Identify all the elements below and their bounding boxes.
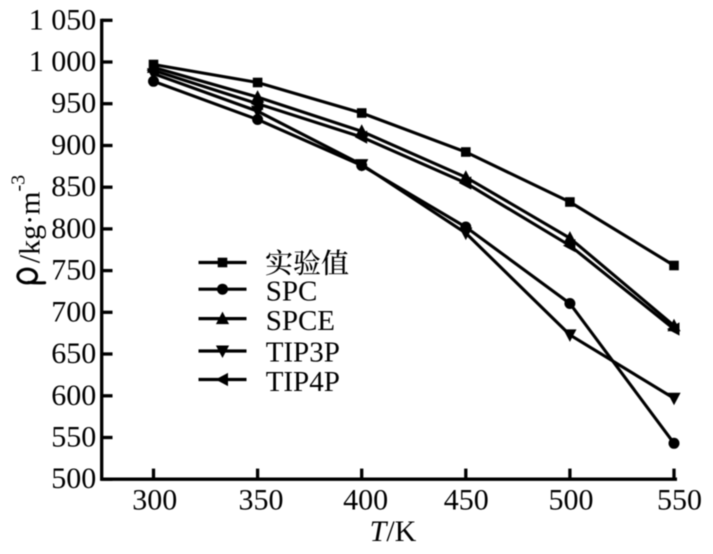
svg-text:850: 850 <box>51 170 96 203</box>
svg-text:550: 550 <box>51 421 96 454</box>
svg-text:TIP4P: TIP4P <box>266 366 340 398</box>
svg-text:T/K: T/K <box>370 515 417 548</box>
svg-text:450: 450 <box>444 483 489 516</box>
svg-text:300: 300 <box>132 483 177 516</box>
svg-text:500: 500 <box>51 462 96 495</box>
svg-text:1 050: 1 050 <box>29 3 97 36</box>
svg-text:650: 650 <box>51 337 96 370</box>
svg-text:350: 350 <box>239 483 284 516</box>
svg-text:1 000: 1 000 <box>29 45 97 78</box>
svg-text:600: 600 <box>51 379 96 412</box>
svg-text:SPC: SPC <box>266 276 318 308</box>
svg-text:800: 800 <box>51 212 96 245</box>
svg-text:700: 700 <box>51 295 96 328</box>
svg-text:TIP3P: TIP3P <box>266 336 340 368</box>
svg-text:SPCE: SPCE <box>266 305 335 337</box>
svg-text:550: 550 <box>657 483 702 516</box>
svg-text:500: 500 <box>549 483 594 516</box>
svg-text:400: 400 <box>343 483 388 516</box>
svg-text:900: 900 <box>51 129 96 162</box>
svg-text:750: 750 <box>51 254 96 287</box>
svg-text:950: 950 <box>51 87 96 120</box>
